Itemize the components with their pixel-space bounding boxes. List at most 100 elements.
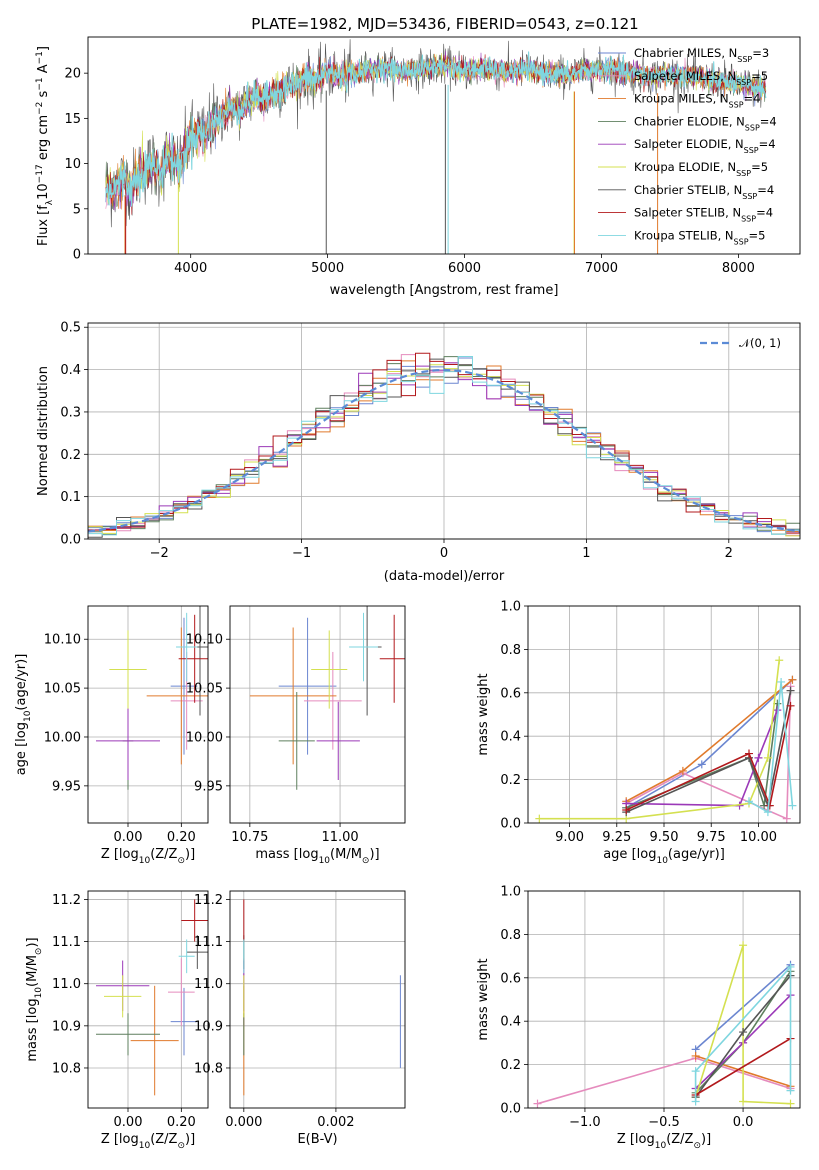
legend-label-chabrier-stelib: Chabrier STELIB, NSSP=4: [634, 183, 774, 201]
x-axis-label: age [log10(age/yr)]: [603, 847, 725, 866]
y-tick-label: 11.2: [194, 893, 223, 908]
y-tick-label: 0: [73, 248, 81, 263]
x-tick-label: 0.00: [114, 1115, 143, 1130]
x-axis-label: Z [log10(Z/Z⊙)]: [617, 1132, 711, 1151]
point-chabrier-miles: [278, 617, 337, 755]
point-chabrier-miles: [170, 987, 198, 1056]
x-tick-label: −2: [150, 546, 169, 561]
y-tick-label: 10.8: [52, 1061, 81, 1076]
figure-title: PLATE=1982, MJD=53436, FIBERID=0543, z=0…: [251, 15, 638, 33]
spectrum-panel: 4000 5000 6000 7000 8000 0 5 10 15 20 Chabrier MIL…: [35, 36, 801, 298]
series-marker: [691, 1067, 700, 1076]
x-tick-label: 0.000: [225, 1115, 262, 1130]
series-marker: [533, 1099, 542, 1108]
point-salpeter-miles: [303, 651, 362, 750]
y-tick-label: 5: [73, 202, 81, 217]
series-marker: [622, 805, 631, 814]
residuals-panel: −2 −1 0 1 2 0.0 0.1 0.2 0.3 0.4 0.5 𝒩(0, 1) (data-mo…: [36, 321, 801, 584]
gaussian-curve: [88, 368, 800, 533]
y-tick-label: 15: [64, 112, 81, 127]
x-axis-label: (data-model)/error: [384, 569, 505, 584]
series-line: [625, 690, 792, 813]
x-tick-label: 0.002: [317, 1115, 354, 1130]
series-line: [625, 686, 792, 820]
x-tick-label: 9.50: [650, 830, 679, 845]
y-tick-label: 1.0: [500, 600, 521, 615]
point-salpeter-elodie: [96, 701, 160, 780]
y-tick-label: 0.2: [60, 448, 81, 463]
y-tick-label: 0.4: [500, 1015, 521, 1030]
series-marker: [786, 701, 795, 710]
axes-frame: [229, 890, 406, 1109]
x-tick-label: −1: [292, 546, 311, 561]
series-salpeter-elodie: [622, 706, 782, 810]
series-marker: [739, 1097, 748, 1106]
y-tick-label: 10.00: [186, 730, 223, 745]
point-salpeter-stelib: [379, 614, 405, 703]
y-tick-label: 10.9: [194, 1019, 223, 1034]
point-chabrier-elodie: [278, 692, 315, 790]
y-tick-label: 0.8: [500, 928, 521, 943]
x-tick-label: 11.00: [321, 830, 358, 845]
series-kroupa-stelib: [691, 962, 795, 1106]
series-marker: [782, 814, 791, 823]
y-tick-label: 11.0: [194, 977, 223, 992]
y-tick-label: 0.3: [60, 405, 81, 420]
y-axis-label: mass weight: [476, 958, 491, 1040]
x-tick-label: 10.75: [231, 830, 268, 845]
point-kroupa-elodie: [109, 630, 147, 709]
x-tick-label: 1: [582, 546, 590, 561]
series-salpeter-stelib: [622, 701, 795, 814]
series-marker: [765, 801, 774, 810]
y-tick-label: 11.1: [52, 935, 81, 950]
y-tick-label: 0.2: [500, 773, 521, 788]
point-salpeter-elodie: [316, 701, 360, 780]
series-marker: [763, 753, 772, 762]
point-kroupa-miles: [146, 627, 208, 765]
mass-vs-ebv-panel: 0.000 0.002 10.8 10.9 11.0 11.1 11.2 E(B-V): [194, 890, 406, 1147]
point-kroupa-elodie: [311, 630, 348, 709]
x-tick-label: 0: [440, 546, 448, 561]
x-axis-label: E(B-V): [297, 1132, 337, 1147]
x-axis-label: Z [log10(Z/Z⊙)]: [101, 1132, 195, 1151]
series-marker: [786, 686, 795, 695]
series-marker: [786, 1086, 795, 1095]
series-marker: [786, 1099, 795, 1108]
plot-area: [533, 941, 795, 1108]
series-line: [625, 705, 792, 811]
y-tick-label: 0.6: [500, 686, 521, 701]
series-marker: [777, 677, 786, 686]
y-tick-label: 20: [64, 67, 81, 82]
x-tick-label: 9.25: [602, 830, 631, 845]
age-vs-mass-panel: 10.75 11.00 9.95 10.00 10.05 10.10 mass [log10…: [186, 605, 406, 866]
legend-label-kroupa-elodie: Kroupa ELODIE, NSSP=5: [634, 160, 768, 178]
series-line: [748, 681, 794, 814]
point-kroupa-miles: [249, 627, 337, 765]
series-marker: [691, 1097, 700, 1106]
y-tick-label: 0.0: [500, 817, 521, 832]
legend-label-salpeter-stelib: Salpeter STELIB, NSSP=4: [634, 206, 773, 224]
plot-area: [249, 606, 405, 790]
x-tick-label: 5000: [311, 261, 344, 276]
x-axis-label: Z [log10(Z/Z⊙)]: [101, 847, 195, 866]
series-marker: [754, 753, 763, 762]
series-marker: [739, 941, 748, 950]
point-salpeter-stelib: [181, 899, 208, 942]
plot-area: [535, 656, 797, 823]
legend-label-salpeter-elodie: Salpeter ELODIE, NSSP=4: [634, 137, 776, 155]
y-tick-label: 10.05: [44, 682, 81, 697]
y-axis-label: age [log10(age/yr)]: [14, 654, 33, 776]
y-tick-label: 0.0: [500, 1102, 521, 1117]
y-tick-label: 9.95: [52, 779, 81, 794]
x-tick-label: 0.20: [167, 1115, 196, 1130]
series-marker: [745, 749, 753, 758]
y-tick-label: 11.0: [52, 977, 81, 992]
gaussian-legend-label: 𝒩(0, 1): [739, 336, 781, 350]
axes-frame: [87, 890, 209, 1109]
y-tick-label: 10.00: [44, 730, 81, 745]
weight-vs-metallicity-panel: −1.0 −0.5 0.0 0.0 0.2 0.4 0.6 0.8 1.0 Z [log10(Z/…: [476, 885, 801, 1151]
series-marker: [678, 766, 687, 775]
legend-label-chabrier-elodie: Chabrier ELODIE, NSSP=4: [634, 114, 777, 131]
series-line: [625, 703, 779, 809]
